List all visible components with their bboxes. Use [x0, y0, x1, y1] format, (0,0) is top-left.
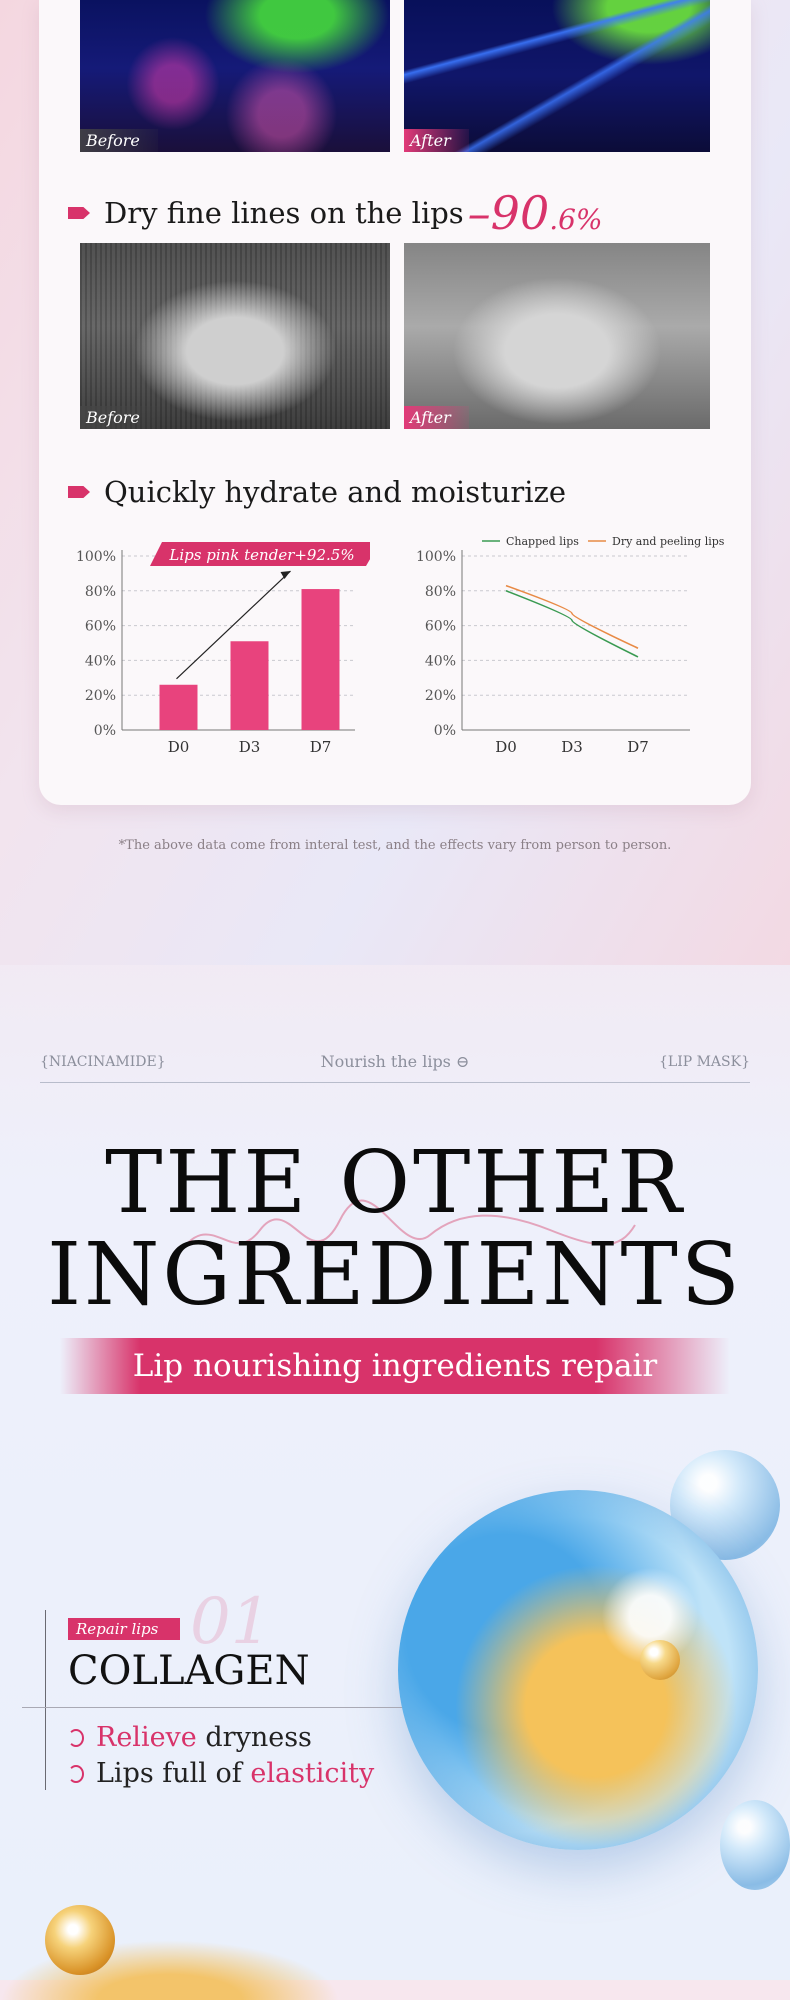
y-tick-label: 60% [85, 619, 116, 635]
lips-after-image: After [404, 243, 710, 429]
divider-horizontal [22, 1707, 402, 1708]
y-tick-label: 100% [416, 549, 456, 565]
fine-lines-stat: –90.6% [467, 186, 603, 240]
microscope-after-image: After [404, 0, 710, 152]
lip-mask-tag: {LIP MASK} [658, 1054, 750, 1070]
after-label: After [404, 129, 469, 152]
bar [301, 589, 340, 730]
divider-vertical [45, 1610, 46, 1790]
hydrate-heading: Quickly hydrate and moisturize [68, 475, 566, 509]
x-tick-label: D7 [310, 738, 332, 756]
legend-label: Dry and peeling lips [612, 535, 725, 548]
fine-lines-title: Dry fine lines on the lips [104, 196, 464, 230]
lips-before-image: Before [80, 243, 390, 429]
x-tick-label: D0 [495, 738, 517, 756]
niacinamide-tag: {NIACINAMIDE} [40, 1054, 166, 1070]
y-tick-label: 0% [94, 723, 116, 739]
arrow-head-icon [280, 571, 291, 580]
ingredient-globe-image [398, 1490, 758, 1850]
bar [230, 641, 269, 730]
x-tick-label: D3 [561, 738, 583, 756]
y-tick-label: 0% [434, 723, 456, 739]
y-tick-label: 20% [85, 688, 116, 704]
y-tick-label: 100% [76, 549, 116, 565]
series-line [505, 590, 639, 658]
ring-bullet-icon [68, 1728, 84, 1747]
collagen-title: COLLAGEN [68, 1648, 310, 1694]
ingredients-tag-row: {NIACINAMIDE} Nourish the lips ⊖ {LIP MA… [40, 1052, 750, 1083]
bar [159, 684, 198, 730]
bar-chart: 0% 20% 40% 60% 80% 100% D0 D3 D7 Lips pink tender… [76, 542, 370, 756]
legend-label: Chapped lips [506, 535, 579, 548]
line-chart: 0% 20% 40% 60% 80% 100% D0 D3 D7 Chapped lips Dry … [416, 535, 725, 756]
x-tick-label: D3 [239, 738, 261, 756]
series-line [505, 584, 639, 649]
y-tick-label: 60% [425, 619, 456, 635]
disclaimer-note: *The above data come from interal test, … [118, 838, 672, 853]
x-tick-label: D0 [168, 738, 190, 756]
hydrate-title: Quickly hydrate and moisturize [104, 475, 567, 509]
annotation-badge [150, 542, 370, 566]
fine-lines-heading: Dry fine lines on the lips –90.6% [68, 186, 603, 240]
before-label: Before [80, 129, 158, 152]
item-number: 01 [190, 1585, 272, 1659]
lips-icon: ⊖ [455, 1052, 470, 1071]
bubble-image [720, 1800, 790, 1890]
ring-bullet-icon [68, 1764, 84, 1783]
y-tick-label: 40% [425, 653, 456, 669]
before-label: Before [80, 406, 158, 429]
y-tick-label: 80% [425, 584, 456, 600]
repair-lips-pill: Repair lips [68, 1618, 181, 1640]
nourish-tag: Nourish the lips ⊖ [320, 1052, 470, 1071]
pin-icon [68, 207, 90, 219]
x-tick-label: D7 [627, 738, 649, 756]
ingredients-ribbon: Lip nourishing ingredients repair [60, 1338, 730, 1394]
feature-elasticity: Lips full of elasticity [68, 1758, 374, 1789]
feature-relieve-dryness: Relieve dryness [68, 1722, 312, 1753]
decorative-script-line [174, 1199, 636, 1261]
title-line-1: THE OTHER [105, 1133, 685, 1233]
bubble-image [640, 1640, 680, 1680]
after-label: After [404, 406, 469, 429]
y-tick-label: 80% [85, 584, 116, 600]
title-line-2: INGREDIENTS [47, 1225, 743, 1325]
bottom-bubble-image [45, 1905, 115, 1975]
y-tick-label: 40% [85, 653, 116, 669]
trend-arrow [176, 570, 291, 680]
microscope-before-image: Before [80, 0, 390, 152]
pin-icon [68, 486, 90, 498]
annotation-label: Lips pink tender+92.5% [168, 546, 354, 564]
y-tick-label: 20% [425, 688, 456, 704]
